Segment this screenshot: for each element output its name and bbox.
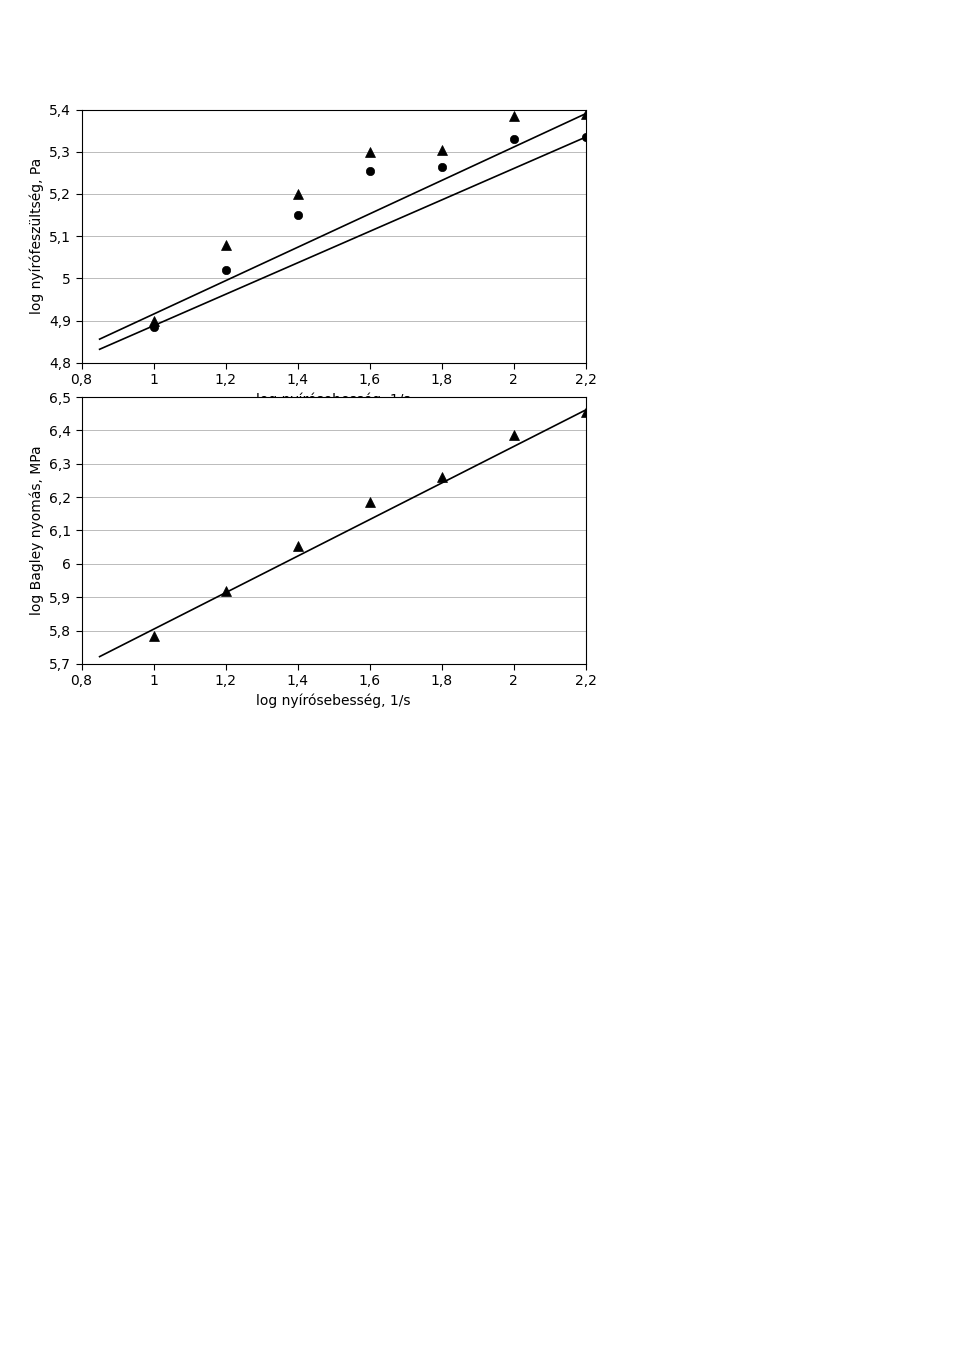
X-axis label: log nyírósebesség, 1/s: log nyírósebesség, 1/s [256, 393, 411, 407]
Y-axis label: log nyírófeszültség, Pa: log nyírófeszültség, Pa [29, 157, 43, 315]
X-axis label: log nyírósebesség, 1/s: log nyírósebesség, 1/s [256, 694, 411, 708]
Y-axis label: log Bagley nyomás, MPa: log Bagley nyomás, MPa [29, 446, 43, 615]
